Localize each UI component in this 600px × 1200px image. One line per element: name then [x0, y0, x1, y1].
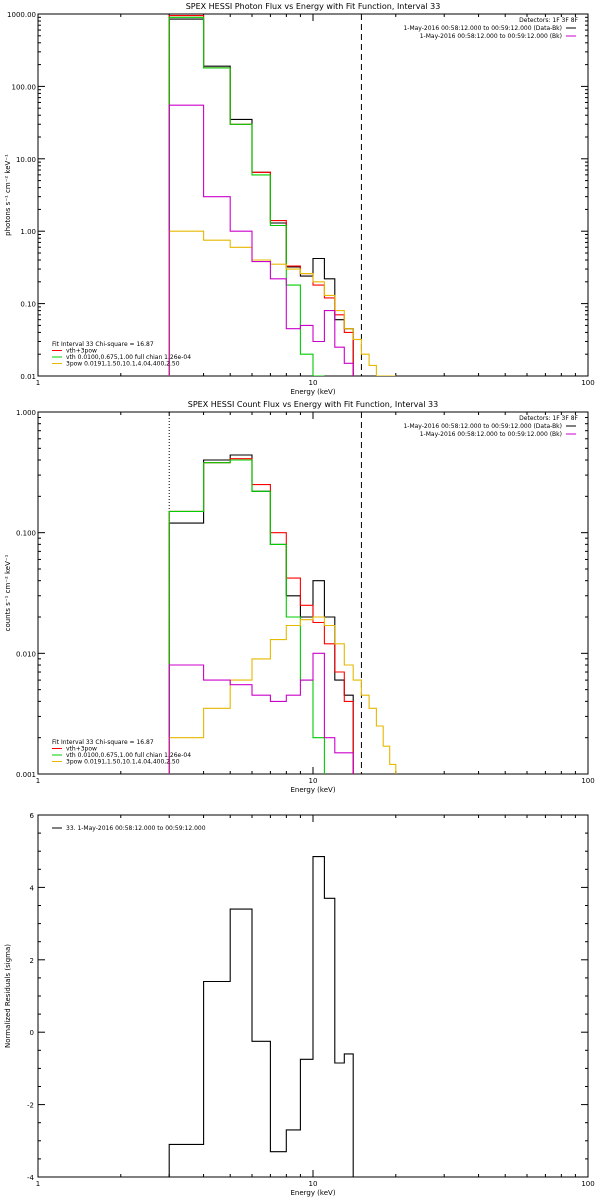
- legend-entry: vth+3pow: [66, 348, 97, 355]
- y-tick-label: 1.000: [16, 409, 36, 417]
- x-tick-label: 1: [36, 379, 40, 387]
- x-tick-label: 10: [309, 777, 318, 785]
- y-tick-label: 6: [30, 812, 35, 820]
- chart-panel-2: SPEX HESSI Count Flux vs Energy with Fit…: [4, 400, 595, 794]
- series-line-4: [168, 616, 397, 774]
- series-line-1: [168, 454, 354, 774]
- y-tick-label: 0.001: [16, 771, 36, 779]
- series-line-2: [168, 458, 354, 774]
- y-axis-label: counts s⁻¹ cm⁻² keV⁻¹: [4, 554, 12, 631]
- legend-entry: 1-May-2016 00:58:12.000 to 00:59:12.000 …: [403, 423, 562, 430]
- legend-entry: 1-May-2016 00:58:12.000 to 00:59:12.000 …: [420, 431, 562, 438]
- chart-panel-1: SPEX HESSI Photon Flux vs Energy with Fi…: [4, 2, 595, 396]
- x-tick-label: 10: [309, 379, 318, 387]
- x-tick-label: 1: [36, 1180, 40, 1188]
- y-tick-label: 1000.00: [7, 11, 36, 19]
- y-tick-label: -4: [27, 1174, 35, 1182]
- legend-entry: vth+3pow: [66, 746, 97, 753]
- plot-frame: [37, 13, 589, 377]
- y-tick-label: 1.00: [20, 228, 36, 236]
- y-tick-label: 0.100: [16, 530, 36, 538]
- legend-top-right: Detectors: 1F 3F 8F1-May-2016 00:58:12.0…: [403, 17, 578, 40]
- y-tick-label: 0: [30, 1029, 34, 1037]
- chart-title: SPEX HESSI Count Flux vs Energy with Fit…: [188, 400, 439, 409]
- series-line-2: [168, 15, 354, 376]
- y-tick-label: 0.01: [20, 373, 36, 381]
- series-line-3: [168, 459, 325, 774]
- y-tick-label: 100.00: [12, 83, 37, 91]
- series-line-5: [168, 104, 354, 376]
- series-line-3: [168, 16, 325, 376]
- x-tick-label: 100: [581, 777, 594, 785]
- x-axis-label: Energy (keV): [290, 388, 335, 396]
- legend-entry: 33. 1-May-2016 00:58:12.000 to 00:59:12.…: [66, 825, 206, 832]
- chart-title: SPEX HESSI Photon Flux vs Energy with Fi…: [186, 2, 441, 11]
- legend-top-right: Detectors: 1F 3F 8F1-May-2016 00:58:12.0…: [403, 415, 578, 438]
- y-tick-label: 0.010: [16, 650, 36, 658]
- y-axis-label: photons s⁻¹ cm⁻² keV⁻¹: [4, 154, 12, 236]
- x-axis-label: Energy (keV): [290, 786, 335, 794]
- series-line-4: [168, 230, 396, 376]
- y-tick-label: 0.10: [20, 301, 36, 309]
- y-tick-label: 2: [30, 957, 34, 965]
- legend-bottom-left: Fit Interval 33 Chi-square = 16.87vth+3p…: [52, 739, 191, 766]
- legend-fit-interval: Fit Interval 33 Chi-square = 16.87: [52, 739, 154, 746]
- legend-entry: 1-May-2016 00:58:12.000 to 00:59:12.000 …: [403, 25, 562, 32]
- y-tick-label: 10.00: [16, 156, 36, 164]
- legend-entry: Detectors: 1F 3F 8F: [519, 17, 578, 24]
- legend-fit-interval: Fit Interval 33 Chi-square = 16.87: [52, 341, 154, 348]
- x-tick-label: 10: [309, 1180, 318, 1188]
- legend-entry: 3pow 0.0191,1.50,10.1,4.04,400,2.50: [66, 361, 180, 368]
- legend-entry: Detectors: 1F 3F 8F: [519, 415, 578, 422]
- legend-entry: 3pow 0.0191,1.50,10.1,4.04,400,2.50: [66, 759, 180, 766]
- y-axis-label: Normalized Residuals (sigma): [4, 944, 12, 1048]
- legend-residuals: 33. 1-May-2016 00:58:12.000 to 00:59:12.…: [52, 825, 206, 832]
- y-tick-label: -2: [27, 1102, 34, 1110]
- y-tick-label: 4: [30, 884, 35, 892]
- legend-entry: vth 0.0100,0.675,1.00 full chian 1.26e-0…: [66, 354, 191, 361]
- chart-panel-3: 1 10 100 Energy (keV) -4 -2 0 2 4 6 Normalized Res…: [4, 812, 595, 1197]
- x-tick-label: 1: [36, 777, 40, 785]
- series-line-1: [168, 18, 354, 376]
- legend-entry: 1-May-2016 00:58:12.000 to 00:59:12.000 …: [420, 33, 562, 40]
- x-tick-label: 100: [581, 1180, 594, 1188]
- series-line-1: [168, 856, 354, 1177]
- x-tick-label: 100: [581, 379, 594, 387]
- series-line-5: [168, 652, 354, 774]
- x-axis-label: Energy (keV): [290, 1189, 335, 1197]
- legend-bottom-left: Fit Interval 33 Chi-square = 16.87vth+3p…: [52, 341, 191, 368]
- legend-entry: vth 0.0100,0.675,1.00 full chian 1.26e-0…: [66, 752, 191, 759]
